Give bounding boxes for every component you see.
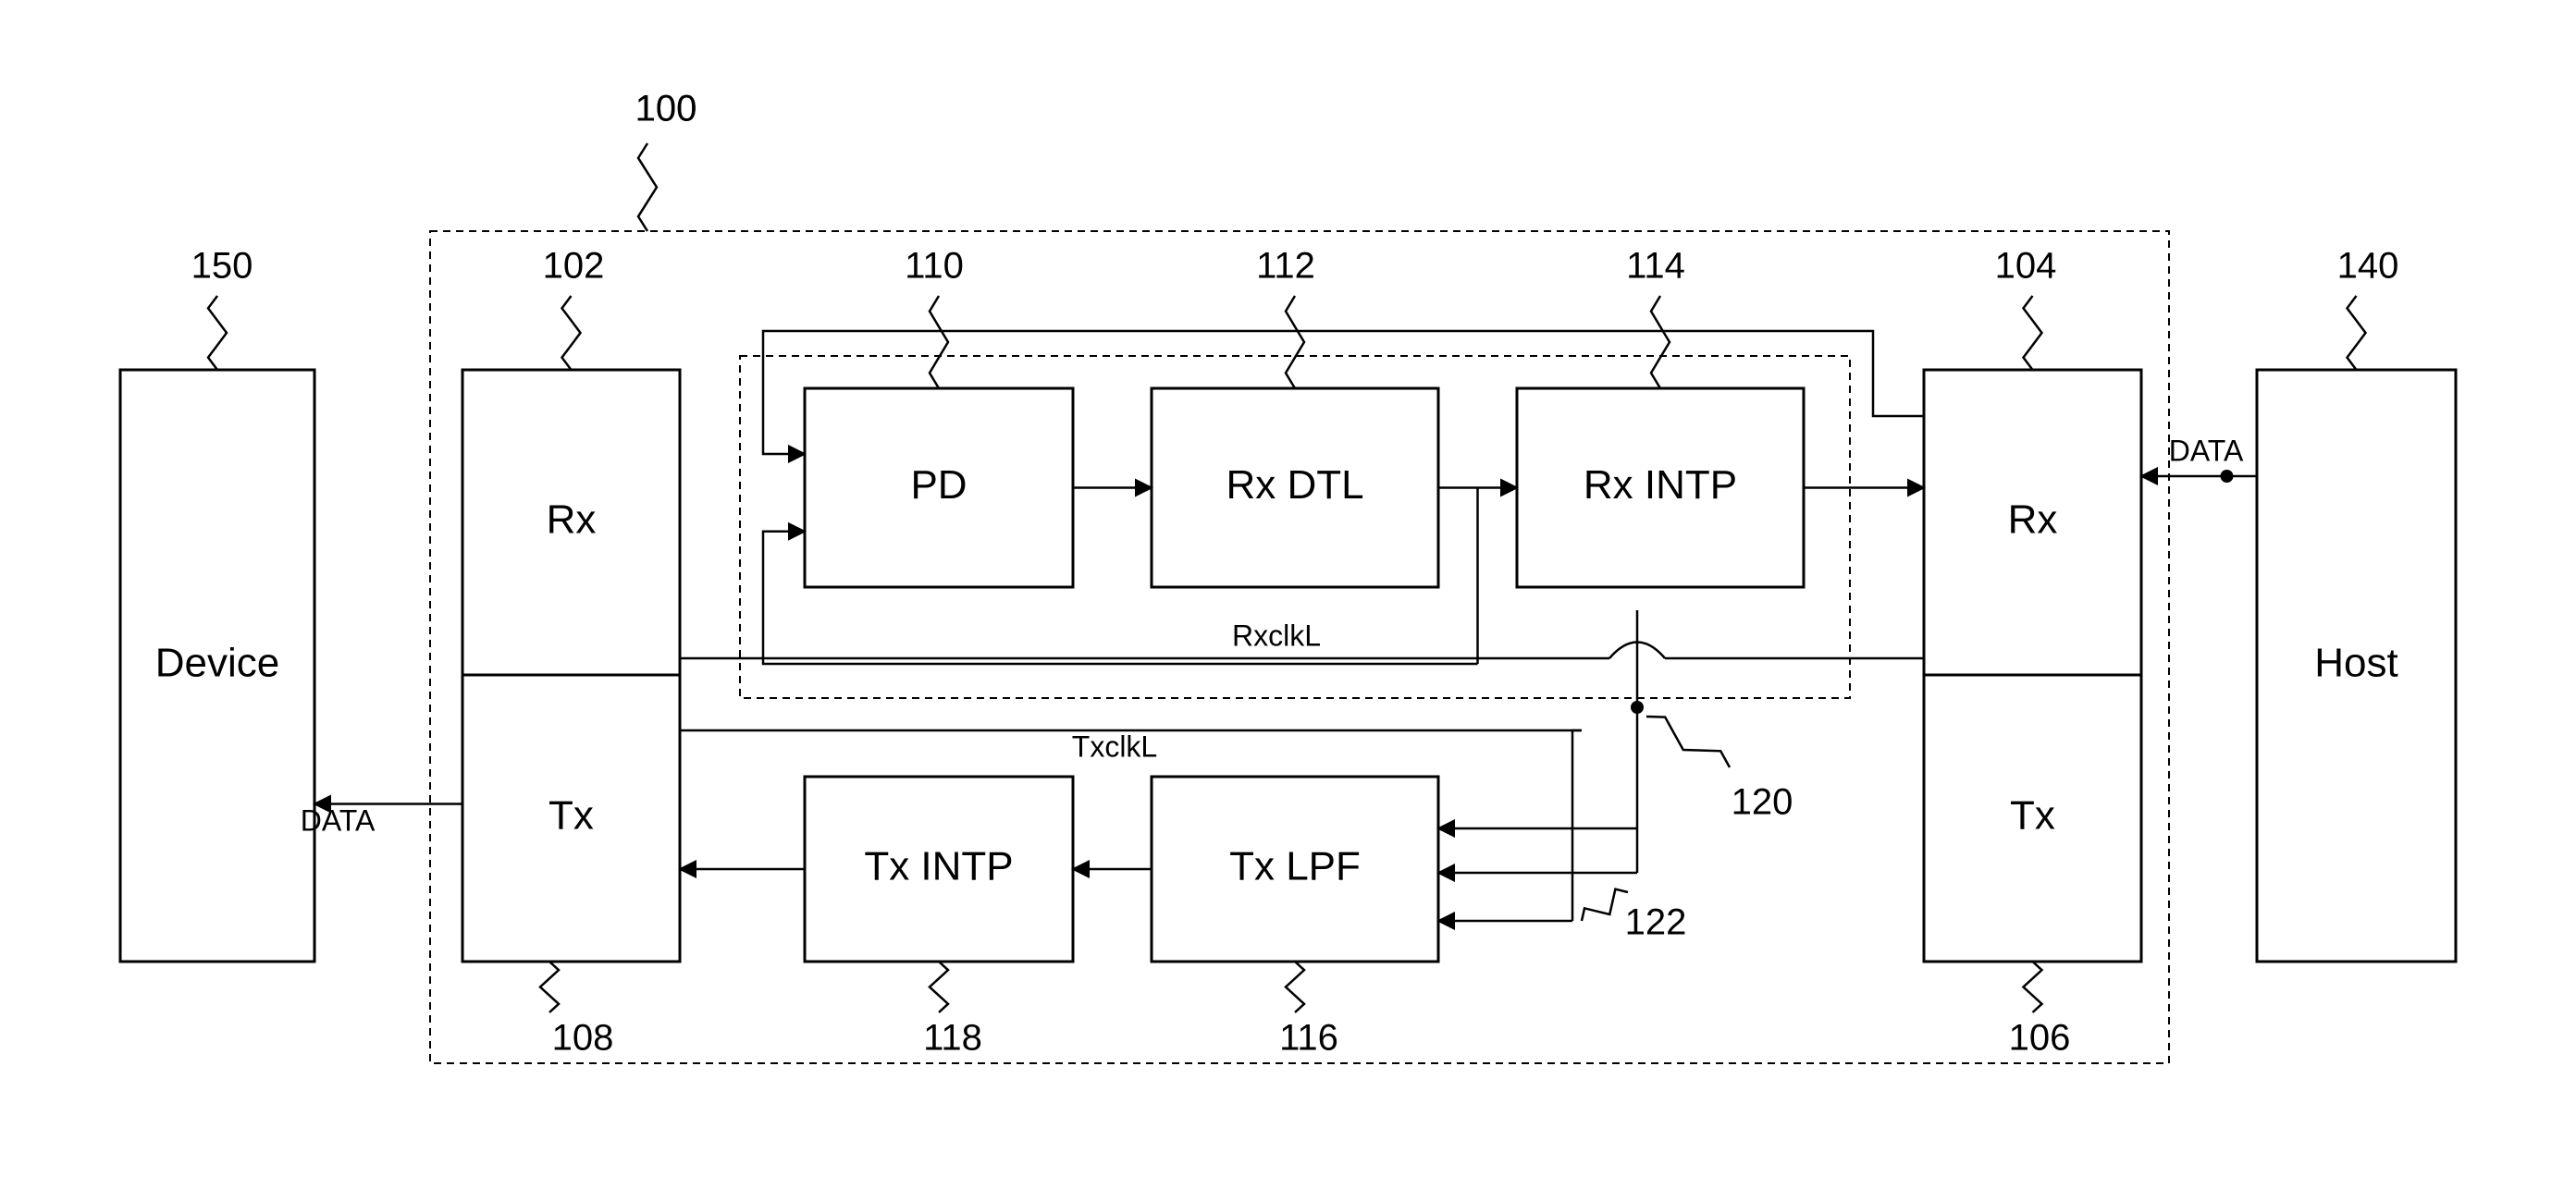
ref-r118: 118 xyxy=(923,1018,982,1059)
block-diagram: Device Host Rx Tx Rx Tx PD Rx DTL Rx INTP Tx INTP… xyxy=(0,0,2576,1189)
squig-r104 xyxy=(2024,296,2042,370)
txlpf-label: Tx LPF xyxy=(1229,844,1361,889)
squig-r102 xyxy=(562,296,581,370)
ref-r110: 110 xyxy=(905,246,964,287)
squig-r106 xyxy=(2024,962,2042,1012)
ref-r102: 102 xyxy=(543,246,605,287)
squig-r150 xyxy=(208,296,227,370)
squig-r110 xyxy=(930,296,948,388)
squig-122 xyxy=(1582,889,1628,921)
host-label: Host xyxy=(2314,641,2397,686)
tx_right-label: Tx xyxy=(2010,793,2055,839)
squig-r118 xyxy=(930,962,948,1012)
txclkl-label: TxclkL xyxy=(1072,729,1157,763)
rxdtl-label: Rx DTL xyxy=(1226,462,1363,508)
squig-120 xyxy=(1646,717,1730,767)
squig-r112 xyxy=(1286,296,1304,388)
squig-r114 xyxy=(1651,296,1670,388)
ref-r140: 140 xyxy=(2337,246,2399,287)
ref-r122: 122 xyxy=(1625,902,1687,943)
data-left-label: DATA xyxy=(301,803,376,837)
ref-r120: 120 xyxy=(1732,782,1793,823)
ref-r104: 104 xyxy=(1995,246,2057,287)
squig-r140 xyxy=(2348,296,2366,370)
wire-txclkl-jog xyxy=(1572,730,1582,786)
tx_left-label: Tx xyxy=(548,793,594,839)
ref-r114: 114 xyxy=(1626,246,1685,287)
pd-label: PD xyxy=(910,462,967,508)
ref-r106: 106 xyxy=(2009,1018,2071,1059)
ref-r100: 100 xyxy=(635,89,697,129)
squig-r116 xyxy=(1286,962,1304,1012)
rxclkl-label: RxclkL xyxy=(1232,619,1321,652)
txintp-label: Tx INTP xyxy=(864,844,1013,889)
ref-r116: 116 xyxy=(1279,1018,1338,1059)
rxintp-label: Rx INTP xyxy=(1584,462,1737,508)
ref-r150: 150 xyxy=(191,246,253,287)
rx_right-label: Rx xyxy=(2008,497,2058,543)
ref-r108: 108 xyxy=(552,1018,614,1059)
device-label: Device xyxy=(155,641,280,686)
squig-r108 xyxy=(540,962,559,1012)
squig-r100 xyxy=(638,143,657,231)
rx_left-label: Rx xyxy=(547,497,597,543)
data-right-dot xyxy=(2221,470,2234,483)
data-right-label: DATA xyxy=(2169,434,2244,467)
ref-r112: 112 xyxy=(1256,246,1315,287)
